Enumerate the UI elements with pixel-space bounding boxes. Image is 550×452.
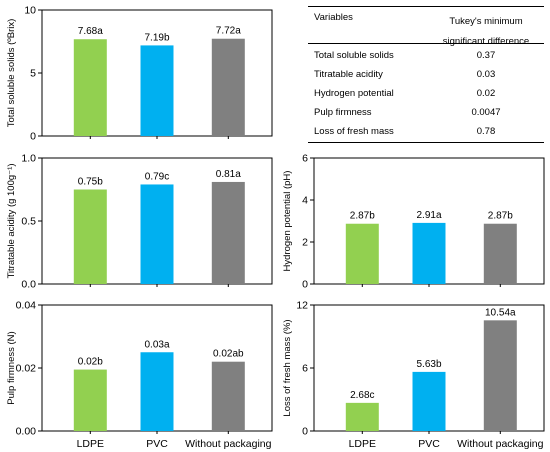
bar-value-label: 7.19b bbox=[144, 32, 169, 43]
tukey-row-variable: Loss of fresh mass bbox=[314, 126, 394, 137]
bar-value-label: 2.68c bbox=[350, 390, 374, 401]
y-tick-label: 0.00 bbox=[16, 426, 37, 438]
x-category-label: PVC bbox=[146, 438, 168, 450]
y-tick-label: 6 bbox=[302, 153, 308, 165]
bar-value-label: 2.91a bbox=[416, 210, 441, 221]
bar-3 bbox=[483, 223, 517, 284]
tukey-row-value: 0.37 bbox=[476, 50, 496, 61]
tukey-row-variable: Hydrogen potential bbox=[314, 88, 394, 99]
tukey-col-msd-header-line1: Tukey's minimum bbox=[449, 16, 523, 27]
chart-panel-2: 0.0 0.5 1.0 Titratable acidity (g 100g⁻¹) 0.… bbox=[6, 153, 273, 291]
bar-1 bbox=[73, 189, 107, 284]
y-tick-label: 2 bbox=[302, 237, 308, 249]
bar-value-label: 0.75b bbox=[78, 177, 103, 188]
tukey-col-msd-header: Tukey's minimum significant difference bbox=[430, 12, 542, 52]
tukey-row-variable: Pulp firmness bbox=[314, 107, 372, 118]
bar-1 bbox=[345, 223, 379, 284]
tukey-row: Titratable acidity 0.03 bbox=[308, 65, 544, 84]
y-tick-label: 5 bbox=[30, 68, 36, 80]
bar-2 bbox=[412, 222, 446, 284]
tukey-row-value: 0.78 bbox=[476, 126, 496, 137]
bar-3 bbox=[211, 361, 245, 431]
y-tick-label: 1.0 bbox=[21, 153, 36, 165]
bar-3 bbox=[483, 320, 517, 431]
chart-panel-1: 0 5 10 Total soluble solids (ºBrix) 7.68a 7.1… bbox=[6, 5, 273, 143]
x-category-label: PVC bbox=[418, 438, 440, 450]
bar-value-label: 0.02b bbox=[78, 357, 103, 368]
tukey-col-msd-header-line2: significant difference bbox=[442, 36, 530, 47]
y-tick-label: 0 bbox=[302, 426, 308, 438]
tukey-col-variables-header: Variables bbox=[314, 12, 353, 23]
bar-value-label: 10.54a bbox=[485, 307, 516, 318]
bar-value-label: 2.87b bbox=[350, 211, 375, 222]
tukey-row: Total soluble solids 0.37 bbox=[308, 46, 544, 65]
bar-3 bbox=[211, 38, 245, 137]
tukey-row: Hydrogen potential 0.02 bbox=[308, 84, 544, 103]
bar-value-label: 2.87b bbox=[488, 211, 513, 222]
bar-value-label: 0.79c bbox=[145, 171, 169, 182]
tukey-row-value: 0.02 bbox=[476, 88, 496, 99]
bar-2 bbox=[140, 184, 174, 284]
y-axis-label: Titratable acidity (g 100g⁻¹) bbox=[6, 163, 17, 278]
chart-panel-3: 0 2 4 6 Hydrogen potential (pH) 2.87b 2.91a 2.8… bbox=[282, 153, 545, 291]
x-category-label: LDPE bbox=[349, 438, 376, 450]
bar-value-label: 0.03a bbox=[144, 339, 169, 350]
bar-1 bbox=[345, 402, 379, 431]
bar-value-label: 7.68a bbox=[78, 26, 103, 37]
x-category-label: LDPE bbox=[77, 438, 104, 450]
y-tick-label: 0.0 bbox=[21, 279, 36, 291]
x-category-label: Without packaging bbox=[185, 438, 272, 450]
y-axis-label: Hydrogen potential (pH) bbox=[282, 171, 293, 272]
bar-value-label: 0.81a bbox=[216, 169, 241, 180]
y-tick-label: 0.02 bbox=[16, 363, 37, 375]
y-tick-label: 10 bbox=[24, 5, 36, 17]
bar-1 bbox=[73, 39, 107, 137]
tukey-row: Loss of fresh mass 0.78 bbox=[308, 122, 544, 141]
y-axis-label: Loss of fresh mass (%) bbox=[282, 319, 293, 416]
y-tick-label: 0.5 bbox=[21, 216, 36, 228]
tukey-row-value: 0.0047 bbox=[471, 107, 501, 118]
tukey-table-body: Total soluble solids 0.37 Titratable aci… bbox=[308, 44, 544, 143]
bar-value-label: 0.02ab bbox=[213, 349, 244, 360]
bar-2 bbox=[140, 45, 174, 136]
y-tick-label: 6 bbox=[302, 363, 308, 375]
y-axis-label: Total soluble solids (ºBrix) bbox=[6, 19, 17, 128]
bar-value-label: 7.72a bbox=[216, 26, 241, 37]
y-axis-label: Pulp firmness (N) bbox=[6, 331, 17, 404]
y-tick-label: 4 bbox=[302, 195, 308, 207]
bar-value-label: 5.63b bbox=[416, 359, 441, 370]
bar-3 bbox=[211, 181, 245, 284]
tukey-row-value: 0.03 bbox=[476, 69, 496, 80]
chart-panel-4: 0.00 0.02 0.04 Pulp firmness (N) 0.02b LDPE 0.… bbox=[6, 300, 273, 450]
y-tick-label: 0 bbox=[302, 279, 308, 291]
tukey-row: Pulp firmness 0.0047 bbox=[308, 103, 544, 122]
y-tick-label: 0 bbox=[30, 131, 36, 143]
bar-1 bbox=[73, 369, 107, 431]
x-category-label: Without packaging bbox=[457, 438, 544, 450]
tukey-row-variable: Titratable acidity bbox=[314, 69, 383, 80]
tukey-table-header: Variables Tukey's minimum significant di… bbox=[308, 6, 544, 47]
bar-2 bbox=[140, 352, 174, 431]
y-tick-label: 0.04 bbox=[16, 300, 37, 312]
y-tick-label: 12 bbox=[296, 300, 308, 312]
tukey-row-variable: Total soluble solids bbox=[314, 50, 394, 61]
bar-2 bbox=[412, 371, 446, 431]
tukey-table: Variables Tukey's minimum significant di… bbox=[308, 6, 544, 143]
